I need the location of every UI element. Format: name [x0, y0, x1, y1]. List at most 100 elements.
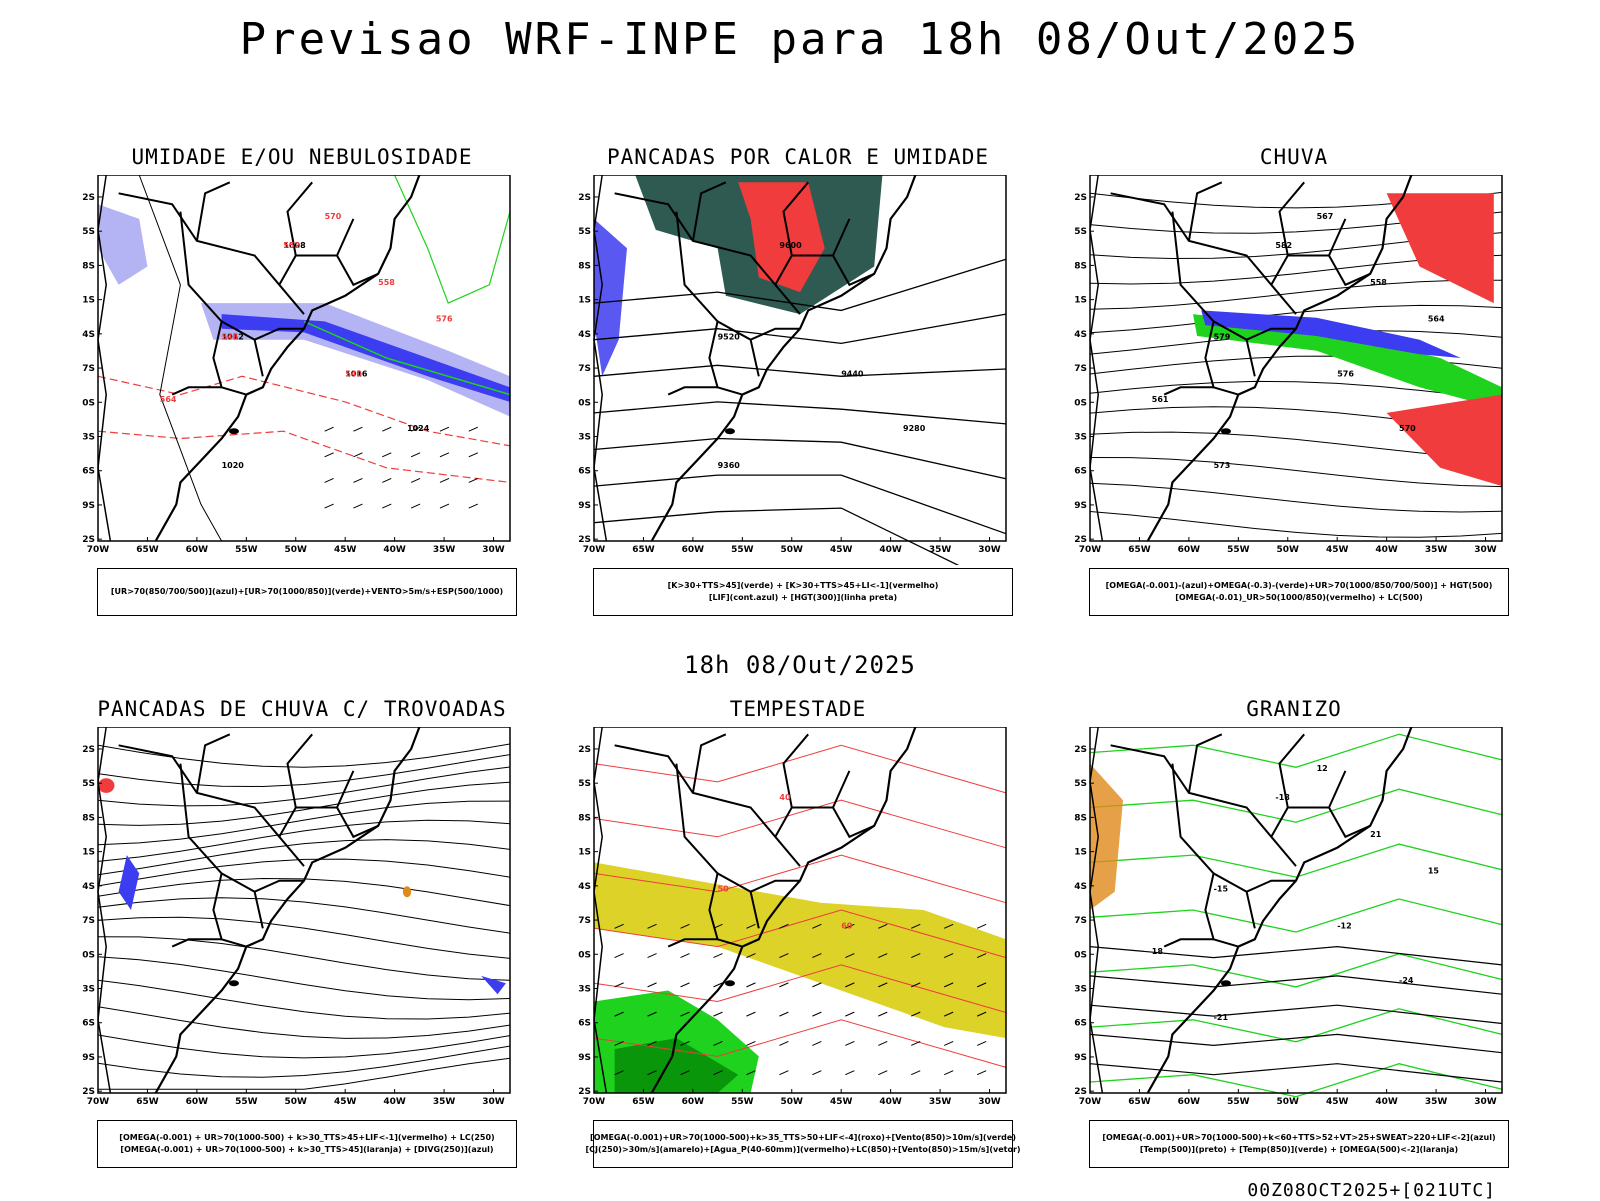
wind-vector [779, 1040, 789, 1046]
country-border [782, 733, 809, 808]
lat-label: 33S [578, 433, 591, 443]
contour-label: -18 [1275, 793, 1290, 802]
country-border [691, 181, 727, 242]
contour-label: 9440 [841, 369, 864, 378]
wind-vector [812, 1011, 822, 1017]
panel-title: GRANIZO [1246, 697, 1342, 721]
contour-label: 570 [1399, 424, 1416, 433]
lat-label: 12S [82, 193, 95, 203]
lon-label: 40W [383, 1097, 406, 1107]
contour-label: 570 [325, 212, 342, 221]
country-border [1278, 181, 1305, 256]
wind-vector [911, 982, 921, 988]
map-frame [97, 175, 511, 542]
lat-label: 24S [82, 882, 95, 892]
lat-label: 27S [1074, 364, 1087, 374]
lon-label: 50W [1277, 545, 1300, 555]
contour-label: 579 [1214, 333, 1231, 342]
wind-vector [468, 477, 479, 483]
lat-label: 27S [82, 364, 95, 374]
wind-vector [614, 1040, 624, 1046]
lon-label: 65W [632, 545, 655, 555]
lon-label: 60W [1178, 545, 1201, 555]
lat-label: 42S [1074, 535, 1087, 545]
streamline [97, 839, 511, 876]
contour-label: -21 [1214, 1013, 1229, 1022]
wind-vector [943, 953, 954, 959]
contour-label: 552 [283, 241, 300, 250]
country-border [667, 938, 718, 948]
lat-label: 39S [578, 1053, 591, 1063]
rain-blue-band [1201, 310, 1461, 358]
lat-label: 21S [1074, 848, 1087, 858]
lon-label: 35W [433, 1097, 456, 1107]
contour-label: 546 [222, 333, 239, 342]
legend-line: [LIF](cont.azul) + [HGT(300)](linha pret… [708, 593, 898, 602]
streamline [1089, 279, 1502, 310]
streamline [97, 781, 511, 826]
lat-label: 36S [578, 1019, 591, 1029]
country-border [118, 744, 305, 867]
wind-vector [680, 1011, 690, 1017]
temp500-contour [1089, 1004, 1503, 1025]
lat-label: 36S [82, 467, 95, 477]
lat-label: 21S [578, 848, 591, 858]
lat-label: 33S [82, 433, 95, 443]
streamline [97, 1034, 511, 1059]
contour-label: 582 [1275, 241, 1292, 250]
country-border [286, 181, 313, 256]
contour-label: 9600 [779, 241, 802, 250]
lat-label: 39S [82, 1053, 95, 1063]
strong-instability-area [738, 182, 825, 293]
country-border [614, 192, 801, 315]
lc850-streamline [593, 799, 1007, 849]
lon-label: 70W [1079, 1097, 1102, 1107]
temp500-contour [1089, 975, 1503, 995]
contour-label: 1012 [222, 333, 244, 342]
rain-red-area [1386, 394, 1502, 487]
wind-vector [812, 982, 822, 988]
lon-label: 50W [285, 545, 308, 555]
wind-vector [680, 1070, 690, 1076]
wind-vector [680, 953, 690, 959]
wind-vector [845, 923, 855, 929]
streamline [97, 1006, 511, 1039]
streamline [1089, 380, 1503, 401]
wind-vector [614, 953, 624, 959]
lon-label: 45W [830, 545, 853, 555]
legend-line: [UR>70(850/700/500)](azul)+[UR>70(1000/8… [110, 587, 504, 596]
contour-label: 540 [345, 369, 362, 378]
lagoon-mark [228, 980, 239, 987]
wind-vector [439, 477, 450, 483]
wind-vector [812, 1070, 822, 1076]
country-border [118, 192, 305, 315]
east-coastline [1146, 727, 1413, 1094]
streamline [97, 858, 511, 887]
lon-label: 65W [1128, 545, 1151, 555]
streamline [97, 743, 511, 768]
wind-vector [647, 1011, 657, 1017]
east-coastline [154, 175, 421, 542]
map-frame [1089, 175, 1503, 542]
wind-vector [812, 953, 822, 959]
wind-vector [746, 1070, 756, 1076]
country-border [212, 321, 247, 396]
lat-label: 24S [82, 330, 95, 340]
wind-vector [324, 503, 334, 509]
streamline [97, 979, 511, 1020]
wind-vector [614, 1011, 624, 1017]
lat-label: 18S [82, 813, 95, 823]
hgt300-contour [593, 364, 1007, 377]
lon-label: 35W [433, 545, 456, 555]
lat-label: 18S [578, 813, 591, 823]
wind-vector [614, 923, 624, 929]
lon-label: 70W [583, 1097, 606, 1107]
wind-vector [845, 1070, 855, 1076]
contour-label: 50 [718, 885, 730, 894]
lat-label: 30S [578, 950, 591, 960]
country-border [1110, 192, 1297, 315]
temp850-contour [1089, 1008, 1503, 1043]
country-border [1270, 770, 1347, 838]
east-coastline [1146, 175, 1413, 542]
map-background [1090, 727, 1502, 1093]
